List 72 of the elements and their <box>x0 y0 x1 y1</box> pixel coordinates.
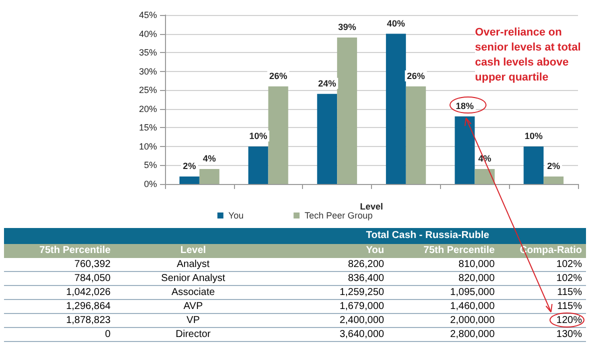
text: 1,259,250 <box>272 286 388 300</box>
text: 810,000 <box>388 258 499 272</box>
text: 130% <box>498 328 586 342</box>
bar <box>474 168 495 184</box>
text: 784,050 <box>4 272 115 286</box>
text: 1,878,823 <box>4 314 115 328</box>
x-axis-title: Level <box>360 202 384 212</box>
data-label: 10% <box>249 130 268 141</box>
bar <box>268 86 288 184</box>
bar <box>406 86 426 184</box>
legend-label: Tech Peer Group <box>304 210 373 220</box>
text: 115% <box>498 300 586 314</box>
text: 2,000,000 <box>388 314 499 328</box>
chart-title: Total Cash - Russia-Ruble <box>366 230 490 241</box>
text: 2,800,000 <box>388 328 499 342</box>
text: 0 <box>4 328 115 342</box>
text: 102% <box>498 258 586 272</box>
text: 1,460,000 <box>388 300 499 314</box>
y-tick-label: 35% <box>138 48 157 58</box>
text: 836,400 <box>272 272 388 286</box>
data-label: 24% <box>318 78 336 88</box>
bar <box>199 168 220 184</box>
y-tick-label: 0% <box>144 179 157 189</box>
data-label: 4% <box>202 153 216 164</box>
bar <box>337 38 358 184</box>
text: 102% <box>498 272 586 286</box>
bar <box>524 146 544 184</box>
data-label: 39% <box>338 22 356 32</box>
legend-label: You <box>228 210 244 220</box>
annotation: Over-reliance on senior levels at total cash levels above upper quartile <box>475 26 584 84</box>
y-tick-label: 5% <box>144 160 157 170</box>
text: VP <box>114 314 272 328</box>
text: 826,200 <box>272 258 388 272</box>
y-tick-label: 10% <box>138 141 157 152</box>
bar <box>544 176 564 184</box>
y-tick-label: 15% <box>138 122 157 133</box>
data-label: 26% <box>406 70 425 81</box>
y-tick-label: 20% <box>138 104 157 114</box>
text: 820,000 <box>388 272 499 286</box>
text: Analyst <box>114 258 272 272</box>
text: Associate <box>114 286 272 300</box>
y-tick-label: 40% <box>138 28 157 39</box>
text: 1,095,000 <box>388 286 499 300</box>
data-label: 40% <box>386 18 405 28</box>
text: Senior Analyst <box>114 272 272 286</box>
bar <box>179 176 200 184</box>
category-label: 75th Percentile <box>38 244 112 258</box>
text: 120% <box>498 314 586 328</box>
data-label: 10% <box>524 130 543 141</box>
bar <box>454 116 475 184</box>
text: 1,679,000 <box>272 300 388 314</box>
text: 1,296,864 <box>4 300 115 314</box>
bar <box>317 94 338 184</box>
text: 1,042,026 <box>4 286 115 300</box>
y-tick-label: 30% <box>138 66 157 76</box>
text: AVP <box>114 300 272 314</box>
y-tick-label: 45% <box>138 10 157 20</box>
text: Director <box>114 328 272 342</box>
text: 115% <box>498 286 586 300</box>
data-label: 26% <box>269 70 288 81</box>
data-label: 2% <box>182 160 196 171</box>
category-label: Level <box>179 244 207 258</box>
bar <box>248 146 268 184</box>
category-label: You <box>364 244 386 258</box>
bar <box>386 34 406 184</box>
data-label: 18% <box>456 100 474 111</box>
text: 2,400,000 <box>272 314 388 328</box>
data-label: 2% <box>547 160 560 171</box>
category-label: 75th Percentile <box>422 244 496 258</box>
text: 760,392 <box>4 258 115 272</box>
y-tick-label: 25% <box>138 85 157 96</box>
text: 3,640,000 <box>272 328 388 342</box>
